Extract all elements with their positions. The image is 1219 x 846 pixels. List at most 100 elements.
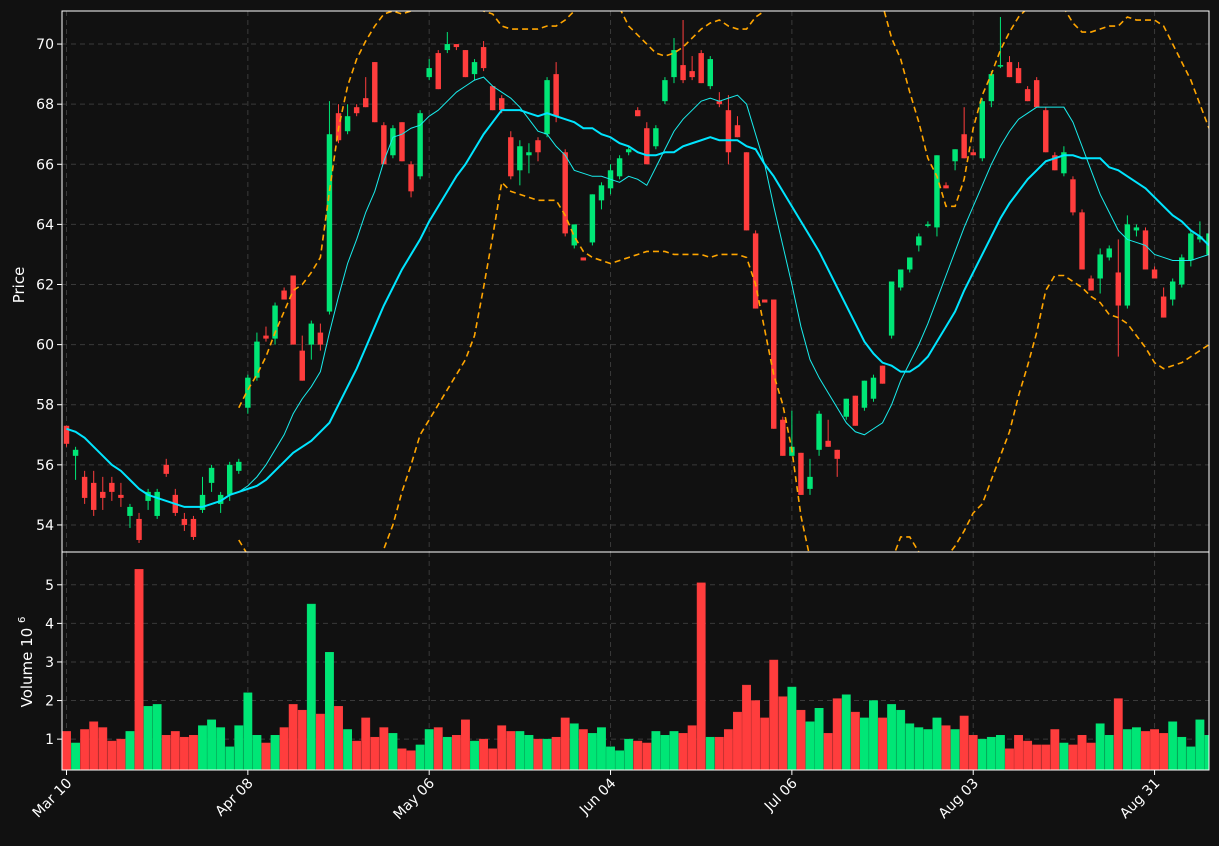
candle-body [272,305,278,339]
volume-bar [887,704,897,770]
volume-bar [515,731,525,770]
volume-bar [1032,744,1042,770]
volume-bar [479,738,489,770]
candle-body [290,275,296,345]
candle-body [136,518,142,540]
candle-body [653,128,659,147]
candle-body [644,128,650,165]
candle-body [1151,269,1158,279]
volume-bar [397,748,407,770]
candle-body [462,50,469,78]
candle-body [109,482,115,492]
volume-bar [551,736,561,770]
volume-y-ticks: 1 2 3 4 5 [45,578,62,748]
candle-body [771,299,777,429]
candle-body [399,122,405,162]
candle-body [1097,254,1103,279]
candle-body [508,137,514,177]
candle-body [362,98,369,108]
volume-bar [1104,735,1114,770]
volume-bar [1141,731,1150,770]
candle-body [471,62,478,75]
volume-bar [569,723,579,770]
upper-band-line [238,11,1209,409]
candle-body [1179,257,1185,285]
volume-bar [343,729,353,770]
volume-bar [1132,727,1141,770]
candle-body [897,269,904,288]
candle-body [453,44,460,48]
candle-body [181,518,188,525]
candle-body [489,86,496,111]
price-tick-label: 64 [36,217,54,233]
candle-body [245,377,251,408]
candle-body [671,50,677,78]
candle-body [1188,233,1194,261]
volume-bar [288,704,298,770]
volume-bar [261,742,271,770]
volume-bar [497,725,507,770]
candle-body [625,149,632,153]
volume-tick-label: 1 [45,732,54,748]
volume-bar [161,735,171,770]
volume-bar [134,569,144,770]
volume-bar [615,750,625,770]
volume-bar [923,729,933,770]
volume-bar [914,727,924,770]
lower-band-line [238,180,1209,552]
volume-bar [334,706,343,770]
candle-body [635,110,641,117]
candle-body [281,290,287,300]
volume-bar [714,736,724,770]
candle-body [852,395,859,426]
volume-bar [1150,729,1159,770]
candle-body [725,110,732,153]
volume-bar [433,727,443,770]
volume-bar [279,727,289,770]
candle-body [961,134,967,159]
volume-bar [742,684,751,770]
volume-bar [270,735,280,770]
candle-body [698,53,704,84]
volume-bar [805,721,815,770]
volume-bar [560,717,570,770]
volume-bar [1050,729,1060,770]
candle-body [344,116,351,132]
volume-bar [841,694,851,770]
volume-bar [234,725,244,770]
price-tick-label: 56 [36,458,54,474]
volume-bar [678,733,688,770]
volume-bar [1186,746,1196,770]
price-tick-label: 58 [36,398,54,414]
candle-body [544,80,550,135]
candle-body [870,377,877,399]
candle-body [208,467,215,483]
volume-tick-label: 2 [45,694,54,710]
candle-body [408,164,414,192]
volume-bar [542,738,552,770]
volume-bar [669,731,679,770]
volume-bar [1005,748,1014,770]
candle-body [118,494,124,498]
candle-body [843,398,849,417]
volume-bar [950,729,960,770]
volume-bar [315,713,325,770]
candle-body [226,464,233,495]
price-axis-label: Price [10,267,28,304]
volume-bar [71,742,80,770]
volume-bar [152,704,162,770]
candle-body [263,335,269,339]
volume-bar [896,709,906,770]
volume-bar [62,731,71,770]
candle-body [145,491,151,501]
volume-bar [1113,698,1123,770]
volume-bar [252,735,262,770]
volume-bar [388,733,398,770]
volume-bar [325,652,334,770]
volume-bar [769,659,779,770]
volume-bar [1086,742,1096,770]
candle-body [1043,110,1049,153]
candle-body [480,47,487,69]
